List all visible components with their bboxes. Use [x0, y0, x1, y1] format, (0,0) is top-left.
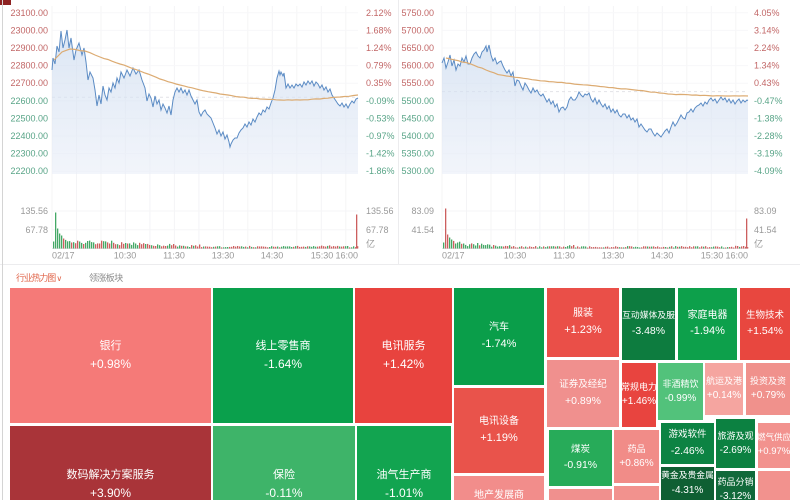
svg-text:-1.38%: -1.38%	[754, 113, 783, 123]
svg-text:135.56: 135.56	[366, 206, 394, 216]
svg-text:41.54: 41.54	[754, 225, 777, 235]
svg-text:-0.97%: -0.97%	[366, 131, 395, 141]
svg-text:22700.00: 22700.00	[10, 78, 48, 88]
svg-text:1.24%: 1.24%	[366, 43, 392, 53]
svg-text:11:30: 11:30	[163, 251, 185, 261]
svg-text:5600.00: 5600.00	[401, 61, 434, 71]
svg-text:22900.00: 22900.00	[10, 43, 48, 53]
svg-text:5500.00: 5500.00	[401, 96, 434, 106]
svg-text:0.43%: 0.43%	[754, 78, 780, 88]
svg-text:2.24%: 2.24%	[754, 43, 780, 53]
svg-text:16:00: 16:00	[335, 251, 358, 261]
svg-text:22400.00: 22400.00	[10, 131, 48, 141]
svg-text:67.78: 67.78	[25, 225, 48, 235]
svg-text:10:30: 10:30	[504, 251, 527, 261]
svg-text:14:30: 14:30	[261, 251, 284, 261]
svg-text:14:30: 14:30	[651, 251, 674, 261]
svg-text:1.34%: 1.34%	[754, 61, 780, 71]
svg-text:23100.00: 23100.00	[10, 8, 48, 18]
svg-text:15:30: 15:30	[701, 251, 724, 261]
svg-text:0.79%: 0.79%	[366, 61, 392, 71]
svg-text:-0.53%: -0.53%	[366, 113, 395, 123]
svg-text:-0.09%: -0.09%	[366, 96, 395, 106]
svg-text:67.78: 67.78	[366, 225, 389, 235]
svg-text:5350.00: 5350.00	[401, 149, 434, 159]
svg-text:22200.00: 22200.00	[10, 166, 48, 176]
svg-text:亿: 亿	[366, 238, 375, 249]
svg-text:亿: 亿	[754, 238, 763, 249]
svg-text:83.09: 83.09	[411, 206, 434, 216]
svg-text:22300.00: 22300.00	[10, 149, 48, 159]
svg-text:83.09: 83.09	[754, 206, 777, 216]
svg-text:5650.00: 5650.00	[401, 43, 434, 53]
svg-text:0.35%: 0.35%	[366, 78, 392, 88]
svg-text:-4.09%: -4.09%	[754, 166, 783, 176]
svg-text:4.05%: 4.05%	[754, 8, 780, 18]
svg-text:22600.00: 22600.00	[10, 96, 48, 106]
svg-text:-2.28%: -2.28%	[754, 131, 783, 141]
svg-text:-3.19%: -3.19%	[754, 149, 783, 159]
svg-text:-0.47%: -0.47%	[754, 96, 783, 106]
svg-text:3.14%: 3.14%	[754, 25, 780, 35]
svg-text:13:30: 13:30	[602, 251, 625, 261]
svg-text:16:00: 16:00	[725, 251, 748, 261]
svg-text:5300.00: 5300.00	[401, 166, 434, 176]
svg-text:1.68%: 1.68%	[366, 25, 392, 35]
svg-text:-1.42%: -1.42%	[366, 149, 395, 159]
svg-text:5750.00: 5750.00	[401, 8, 434, 18]
svg-text:41.54: 41.54	[411, 225, 434, 235]
svg-text:135.56: 135.56	[20, 206, 48, 216]
svg-text:5700.00: 5700.00	[401, 25, 434, 35]
svg-text:02/17: 02/17	[442, 251, 465, 261]
svg-text:22800.00: 22800.00	[10, 61, 48, 71]
svg-text:2.12%: 2.12%	[366, 8, 392, 18]
svg-text:15:30: 15:30	[311, 251, 334, 261]
svg-text:-1.86%: -1.86%	[366, 166, 395, 176]
svg-text:02/17: 02/17	[52, 251, 75, 261]
svg-text:22500.00: 22500.00	[10, 113, 48, 123]
svg-text:5400.00: 5400.00	[401, 131, 434, 141]
svg-text:5450.00: 5450.00	[401, 113, 434, 123]
svg-text:10:30: 10:30	[114, 251, 137, 261]
svg-text:5550.00: 5550.00	[401, 78, 434, 88]
svg-text:23000.00: 23000.00	[10, 25, 48, 35]
svg-text:13:30: 13:30	[212, 251, 235, 261]
svg-text:11:30: 11:30	[553, 251, 575, 261]
